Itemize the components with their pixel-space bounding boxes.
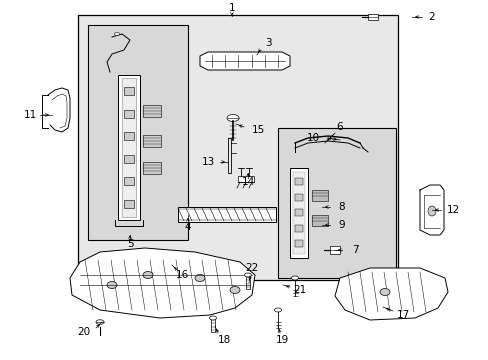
- Bar: [124, 177, 134, 185]
- Ellipse shape: [142, 271, 153, 279]
- Bar: [292, 172, 305, 254]
- Bar: [124, 132, 134, 140]
- Ellipse shape: [195, 274, 204, 282]
- Text: 14: 14: [241, 177, 254, 187]
- Bar: [142, 162, 161, 174]
- Ellipse shape: [209, 316, 216, 320]
- Ellipse shape: [226, 114, 239, 122]
- Text: 19: 19: [275, 335, 288, 345]
- Polygon shape: [200, 52, 289, 70]
- Text: 18: 18: [217, 335, 230, 345]
- Bar: [124, 155, 134, 163]
- Ellipse shape: [379, 288, 389, 296]
- Bar: [238, 176, 253, 182]
- Bar: [78, 15, 397, 280]
- Bar: [311, 215, 327, 226]
- Ellipse shape: [107, 282, 117, 288]
- Bar: [124, 109, 134, 118]
- Bar: [367, 14, 377, 20]
- Text: 20: 20: [77, 327, 90, 337]
- Text: 21: 21: [293, 285, 306, 295]
- Bar: [294, 194, 303, 201]
- Text: 4: 4: [184, 222, 191, 232]
- Ellipse shape: [114, 32, 119, 36]
- Bar: [142, 135, 161, 147]
- Text: 13: 13: [201, 157, 214, 167]
- Bar: [124, 200, 134, 208]
- Ellipse shape: [427, 206, 435, 216]
- Bar: [178, 207, 275, 222]
- Bar: [311, 190, 327, 201]
- Text: 5: 5: [126, 239, 133, 249]
- Text: 2: 2: [428, 12, 434, 22]
- Text: 22: 22: [245, 263, 258, 273]
- Polygon shape: [70, 248, 254, 318]
- Bar: [142, 105, 161, 117]
- Bar: [278, 128, 395, 278]
- Polygon shape: [334, 268, 447, 320]
- Bar: [88, 25, 187, 240]
- Text: 11: 11: [23, 110, 37, 120]
- Bar: [294, 178, 303, 185]
- Ellipse shape: [244, 273, 251, 277]
- Text: 1: 1: [228, 3, 235, 13]
- Bar: [294, 240, 303, 247]
- Text: 10: 10: [306, 133, 319, 143]
- Ellipse shape: [291, 276, 298, 280]
- Text: 6: 6: [336, 122, 343, 132]
- Text: 16: 16: [175, 270, 188, 280]
- Bar: [294, 209, 303, 216]
- Text: 12: 12: [446, 205, 459, 215]
- Bar: [124, 87, 134, 95]
- Bar: [329, 246, 339, 254]
- Ellipse shape: [229, 287, 240, 293]
- Ellipse shape: [274, 308, 281, 312]
- Text: 3: 3: [264, 38, 271, 48]
- Ellipse shape: [96, 320, 104, 324]
- Text: 17: 17: [396, 310, 409, 320]
- Bar: [289, 168, 307, 258]
- Text: 8: 8: [338, 202, 345, 212]
- Bar: [294, 225, 303, 231]
- Text: 9: 9: [338, 220, 345, 230]
- Text: 15: 15: [251, 125, 264, 135]
- Bar: [118, 75, 140, 220]
- Text: 7: 7: [351, 245, 358, 255]
- Bar: [122, 78, 136, 217]
